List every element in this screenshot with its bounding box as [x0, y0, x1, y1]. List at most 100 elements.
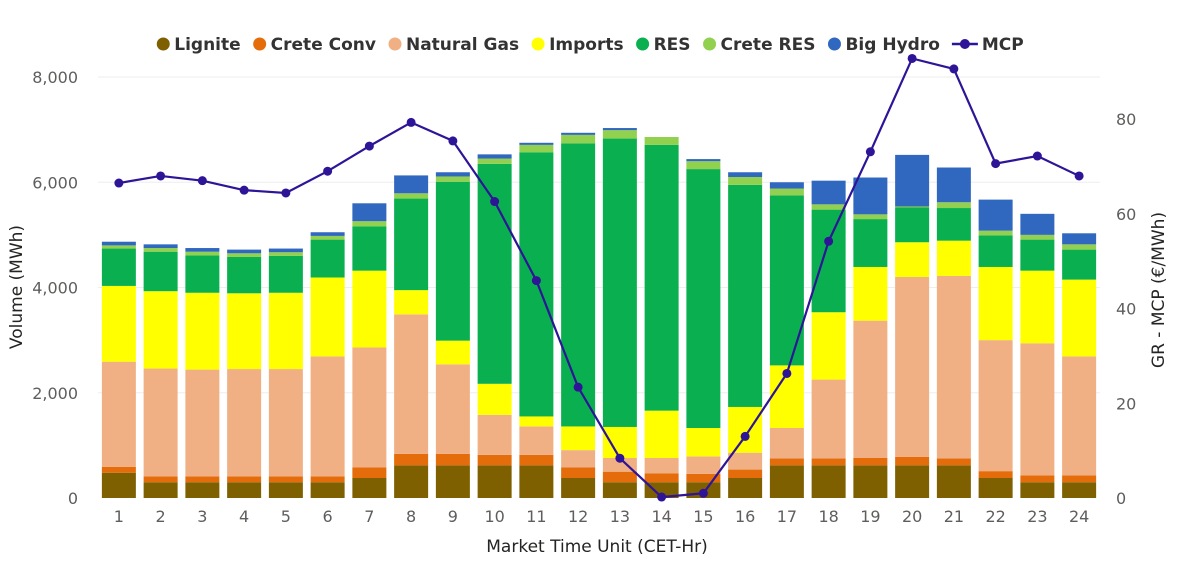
bar-crete-conv	[477, 454, 512, 466]
bar-crete-res	[352, 221, 387, 227]
x-tick-label: 14	[651, 507, 671, 526]
y2-tick-label: 0	[1116, 489, 1126, 508]
bar-lignite	[185, 482, 220, 498]
mcp-point	[531, 276, 541, 286]
bar-crete-res	[853, 214, 888, 220]
bar-crete-res	[602, 130, 637, 139]
legend: Lignite Crete Conv Natural Gas Imports RES Cr…	[156, 35, 1024, 55]
bar-res	[435, 181, 470, 341]
bar-lignite	[310, 482, 345, 498]
bar-imports	[936, 240, 971, 276]
x-tick-label: 9	[448, 507, 458, 526]
bar-natural-gas	[686, 456, 721, 474]
mcp-point	[114, 178, 124, 188]
bar-crete-res	[686, 161, 721, 170]
y-tick-label: 8,000	[32, 68, 78, 87]
legend-symbol-crete-conv	[253, 37, 267, 51]
bar-crete-res	[185, 251, 220, 256]
bar-big-hydro	[394, 175, 429, 194]
bar-natural-gas	[310, 356, 345, 477]
legend-label: Imports	[549, 35, 624, 55]
bar-lignite	[1020, 482, 1055, 498]
bar-big-hydro	[310, 232, 345, 236]
x-tick-label: 5	[281, 507, 291, 526]
bar-crete-conv	[435, 453, 470, 466]
bar-big-hydro	[602, 128, 637, 131]
bar-crete-conv	[185, 476, 220, 483]
mcp-line	[118, 57, 1080, 499]
bar-imports	[686, 428, 721, 457]
bar-natural-gas	[978, 340, 1013, 472]
mcp-point	[239, 185, 249, 195]
bar-imports	[853, 266, 888, 321]
legend-symbol-lignite	[156, 37, 170, 51]
x-axis-title: Market Time Unit (CET-Hr)	[486, 537, 707, 557]
bar-imports	[1020, 270, 1055, 344]
bar-imports	[561, 426, 596, 451]
x-tick-label: 21	[944, 507, 964, 526]
x-tick-label: 1	[114, 507, 124, 526]
bar-imports	[352, 270, 387, 348]
bar-imports	[310, 277, 345, 357]
legend-label: RES	[654, 35, 691, 55]
bar-res	[394, 198, 429, 291]
y2-tick-label: 80	[1116, 110, 1136, 129]
bar-lignite	[1062, 482, 1097, 498]
bar-natural-gas	[561, 450, 596, 468]
mcp-point	[782, 368, 792, 378]
bar-imports	[101, 285, 136, 362]
bar-res	[895, 207, 930, 243]
bar-crete-conv	[936, 458, 971, 466]
bar-big-hydro	[811, 180, 846, 205]
x-tick-label: 4	[239, 507, 249, 526]
bar-big-hydro	[936, 167, 971, 203]
bar-natural-gas	[895, 276, 930, 457]
bar-big-hydro	[268, 248, 303, 253]
bar-crete-conv	[853, 458, 888, 466]
bar-res	[143, 251, 178, 292]
bar-crete-conv	[769, 458, 804, 466]
bar-crete-res	[1020, 234, 1055, 240]
x-tick-label: 2	[156, 507, 166, 526]
bar-lignite	[978, 478, 1013, 498]
bar-lignite	[227, 482, 262, 498]
bar-crete-res	[477, 158, 512, 164]
bar-res	[1020, 239, 1055, 271]
bar-crete-conv	[1020, 475, 1055, 483]
bar-lignite	[644, 482, 679, 498]
bar-res	[644, 144, 679, 411]
bar-big-hydro	[978, 199, 1013, 231]
y-axis-title: Volume (MWh)	[7, 225, 27, 349]
legend-label: Lignite	[174, 35, 240, 55]
bar-imports	[644, 410, 679, 459]
bar-lignite	[352, 478, 387, 498]
bar-crete-res	[895, 206, 930, 208]
mcp-point	[1074, 171, 1084, 181]
bar-crete-conv	[352, 467, 387, 479]
mcp-point	[991, 159, 1001, 169]
bar-crete-conv	[1062, 475, 1097, 483]
bar-natural-gas	[519, 426, 554, 455]
bar-natural-gas	[1020, 343, 1055, 476]
x-axis-ticks: 1 2 3 4 5 6 7 8 9 10 11 12 13 14 15 16 17 18 19 20 21 22 23 24	[114, 507, 1090, 526]
legend-marker-mcp	[959, 39, 970, 49]
bar-natural-gas	[394, 314, 429, 454]
mcp-point	[907, 53, 917, 63]
bar-natural-gas	[477, 414, 512, 455]
mcp-point	[490, 197, 500, 207]
bar-big-hydro	[686, 159, 721, 162]
mcp-point	[1032, 151, 1042, 161]
x-tick-label: 22	[985, 507, 1005, 526]
bar-res	[602, 138, 637, 427]
x-tick-label: 24	[1069, 507, 1089, 526]
mcp-point	[698, 488, 708, 498]
bar-crete-res	[936, 202, 971, 209]
bar-big-hydro	[185, 248, 220, 252]
right-axis-ticks: 0 20 40 60 80	[1116, 110, 1136, 508]
bar-big-hydro	[728, 172, 763, 177]
gridlines	[98, 76, 1100, 394]
mcp-point	[573, 382, 583, 392]
bar-res	[1062, 249, 1097, 280]
bar-big-hydro	[352, 203, 387, 222]
